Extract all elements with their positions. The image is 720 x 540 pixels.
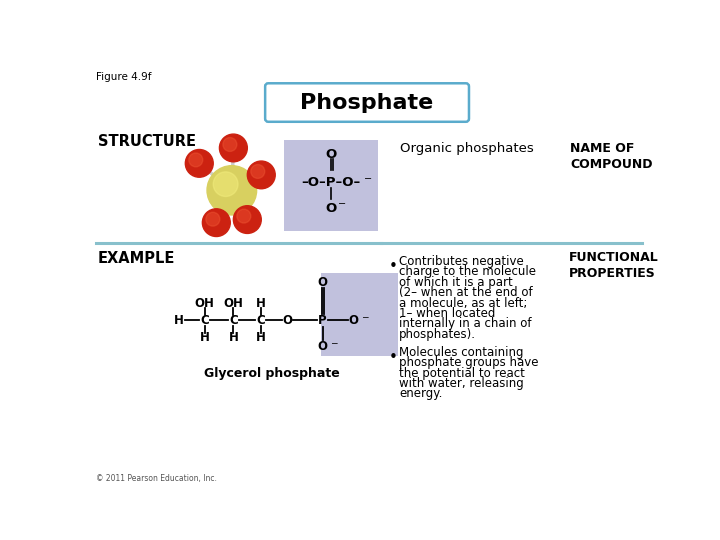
Circle shape <box>223 138 237 151</box>
Text: © 2011 Pearson Education, Inc.: © 2011 Pearson Education, Inc. <box>96 475 217 483</box>
Text: C: C <box>229 314 238 327</box>
Text: O: O <box>318 276 328 289</box>
Circle shape <box>220 134 248 162</box>
Text: C: C <box>200 314 209 327</box>
Circle shape <box>185 150 213 177</box>
Text: of which it is a part: of which it is a part <box>399 276 513 289</box>
FancyBboxPatch shape <box>265 83 469 122</box>
Text: NAME OF
COMPOUND: NAME OF COMPOUND <box>570 142 653 171</box>
Text: −: − <box>361 312 369 321</box>
Text: the potential to react: the potential to react <box>399 367 525 380</box>
Text: 1– when located: 1– when located <box>399 307 495 320</box>
Text: H: H <box>199 331 210 344</box>
Text: −: − <box>330 338 338 347</box>
Circle shape <box>248 161 275 189</box>
Text: H: H <box>228 331 238 344</box>
Text: −: − <box>338 199 346 209</box>
Text: EXAMPLE: EXAMPLE <box>98 251 175 266</box>
Text: C: C <box>256 314 265 327</box>
Text: phosphates).: phosphates). <box>399 328 476 341</box>
Text: FUNCTIONAL
PROPERTIES: FUNCTIONAL PROPERTIES <box>569 251 659 280</box>
Text: O: O <box>283 314 292 327</box>
Text: H: H <box>256 331 266 344</box>
Text: Contributes negative: Contributes negative <box>399 255 524 268</box>
Text: H: H <box>174 314 184 327</box>
Text: O: O <box>325 201 337 214</box>
Text: •: • <box>388 350 397 364</box>
Text: charge to the molecule: charge to the molecule <box>399 265 536 279</box>
Text: Glycerol phosphate: Glycerol phosphate <box>204 367 340 380</box>
Text: phosphate groups have: phosphate groups have <box>399 356 539 369</box>
Text: O: O <box>325 147 337 160</box>
Circle shape <box>207 166 256 215</box>
Text: OH: OH <box>223 297 243 310</box>
Text: O: O <box>318 340 328 353</box>
Circle shape <box>233 206 261 233</box>
FancyBboxPatch shape <box>284 140 378 231</box>
Text: Phosphate: Phosphate <box>300 93 433 113</box>
Text: P: P <box>318 314 327 327</box>
Text: energy.: energy. <box>399 387 443 401</box>
Circle shape <box>202 209 230 237</box>
Text: Molecules containing: Molecules containing <box>399 346 523 359</box>
Text: OH: OH <box>195 297 215 310</box>
FancyBboxPatch shape <box>321 273 398 356</box>
Text: •: • <box>388 259 397 274</box>
Text: with water, releasing: with water, releasing <box>399 377 524 390</box>
Circle shape <box>206 212 220 226</box>
Text: –O–P–O–: –O–P–O– <box>302 176 361 189</box>
Text: O: O <box>348 314 359 327</box>
Text: −: − <box>364 174 372 184</box>
Text: H: H <box>256 297 266 310</box>
Text: a molecule, as at left;: a molecule, as at left; <box>399 296 528 309</box>
Text: Organic phosphates: Organic phosphates <box>400 142 534 155</box>
Circle shape <box>189 153 203 167</box>
Circle shape <box>213 172 238 197</box>
Text: (2– when at the end of: (2– when at the end of <box>399 286 533 299</box>
Text: Figure 4.9f: Figure 4.9f <box>96 72 152 83</box>
Text: internally in a chain of: internally in a chain of <box>399 318 532 330</box>
Circle shape <box>237 209 251 223</box>
Text: STRUCTURE: STRUCTURE <box>98 134 196 149</box>
Circle shape <box>251 165 265 178</box>
